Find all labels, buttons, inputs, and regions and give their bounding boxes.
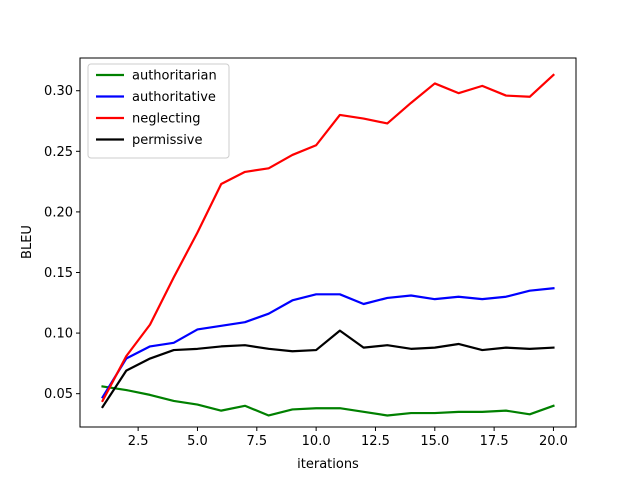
legend-label-authoritarian: authoritarian [132, 69, 217, 84]
series-line-authoritarian [101, 385, 555, 417]
x-tick-label: 7.5 [246, 434, 267, 449]
x-axis-label: iterations [297, 457, 359, 472]
x-tick-label: 17.5 [480, 434, 509, 449]
x-tick-label: 15.0 [420, 434, 449, 449]
series-line-neglecting [101, 73, 556, 403]
x-tick-label: 12.5 [361, 434, 390, 449]
y-axis-label: BLEU [20, 225, 35, 259]
legend-label-neglecting: neglecting [132, 112, 200, 127]
plot-frame [79, 57, 577, 428]
y-axis: 0.05 0.10 0.15 0.20 0.25 0.30 [44, 84, 80, 402]
x-axis: 2.5 5.0 7.5 10.0 12.5 15.0 17.5 20.0 [128, 427, 568, 449]
legend-label-permissive: permissive [132, 133, 203, 148]
legend-label-authoritative: authoritative [132, 90, 216, 105]
y-tick-label: 0.10 [44, 327, 73, 342]
x-tick-label: 10.0 [302, 434, 331, 449]
x-tick-label: 20.0 [539, 434, 568, 449]
series-line-authoritative [101, 287, 555, 399]
y-tick-label: 0.20 [44, 205, 73, 220]
y-tick-label: 0.15 [44, 266, 73, 281]
y-tick-label: 0.30 [44, 84, 73, 99]
plot-lines [101, 73, 556, 417]
legend-box [87, 63, 230, 159]
x-tick-label: 5.0 [187, 434, 208, 449]
legend: authoritarian authoritative neglecting perm… [87, 63, 230, 159]
y-tick-label: 0.25 [44, 145, 73, 160]
y-tick-label: 0.05 [44, 387, 73, 402]
x-tick-label: 2.5 [128, 434, 149, 449]
series-line-permissive [101, 329, 555, 409]
